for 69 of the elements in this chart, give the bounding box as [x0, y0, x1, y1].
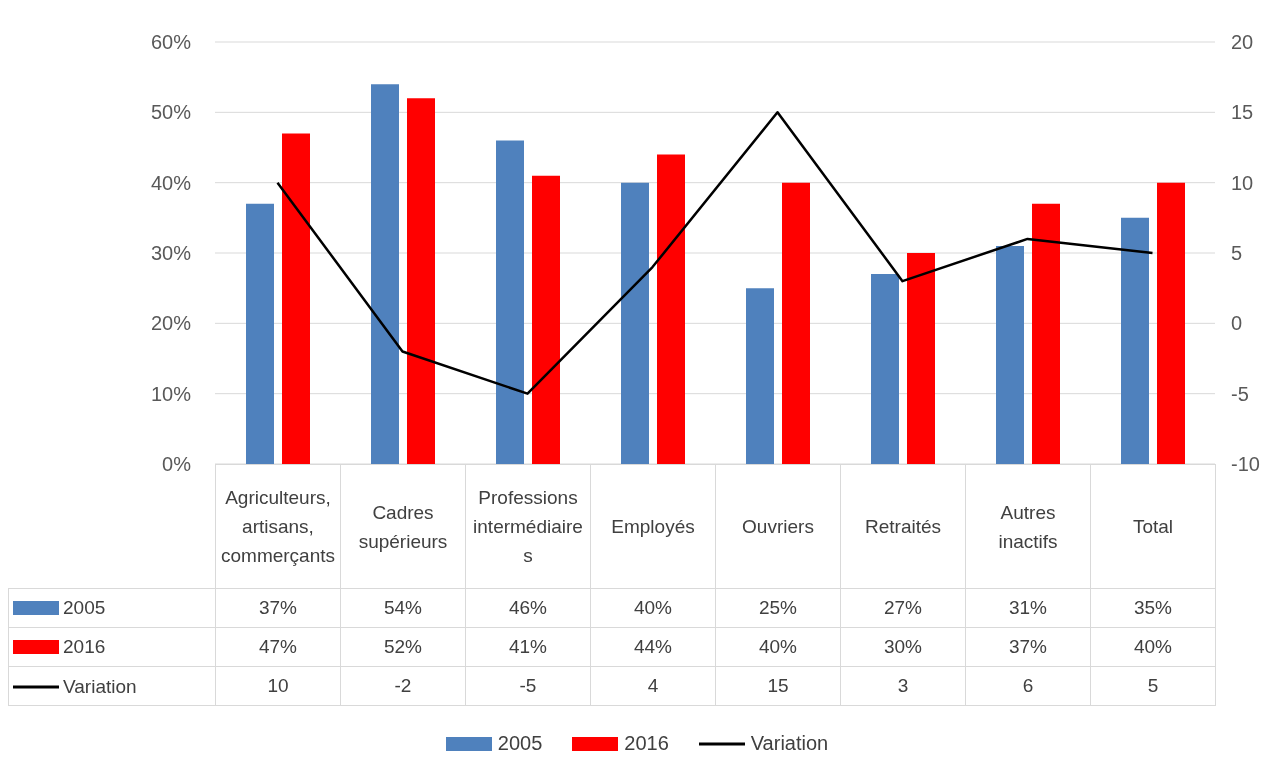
y-tick-label: 10%: [150, 382, 192, 405]
data-label: 30%: [840, 627, 966, 667]
data-label: 6: [965, 666, 1091, 706]
bar: [871, 274, 899, 464]
data-label: 35%: [1090, 588, 1216, 628]
x-tick-label: Retraités: [840, 464, 966, 589]
text: 2005: [497, 732, 543, 754]
data-label: 54%: [340, 588, 466, 628]
y-tick-label: 20%: [150, 312, 192, 335]
y-tick-label: 40%: [150, 171, 192, 194]
data-label: 31%: [965, 588, 1091, 628]
data-label: 4: [590, 666, 716, 706]
bar: [407, 98, 435, 464]
x-tick-label: Employés: [590, 464, 716, 589]
bar: [496, 140, 524, 464]
x-tick-label: Total: [1090, 464, 1216, 589]
y2-tick-label: 5: [1231, 242, 1243, 265]
data-label: 37%: [965, 627, 1091, 667]
bar: [782, 182, 810, 464]
text: 2016: [624, 732, 669, 754]
bar: [907, 253, 935, 464]
data-label: 47%: [215, 627, 341, 667]
data-label: 37%: [215, 588, 341, 628]
data-label: 27%: [840, 588, 966, 628]
y2-tick-label: -5: [1231, 382, 1249, 405]
y-tick-label: 30%: [150, 242, 192, 265]
text: Variation: [750, 732, 829, 754]
data-label: 46%: [465, 588, 591, 628]
data-label: 10: [215, 666, 341, 706]
data-label: 25%: [715, 588, 841, 628]
data-label: -5: [465, 666, 591, 706]
y-tick-label: 60%: [150, 31, 192, 54]
bar: [657, 154, 685, 464]
x-tick-label: Ouvriers: [715, 464, 841, 589]
x-tick-label: Agriculteurs, artisans, commerçants: [215, 464, 341, 589]
data-label: 41%: [465, 627, 591, 667]
y2-tick-label: -10: [1231, 453, 1260, 476]
x-tick-label: Professions intermédiaires: [465, 464, 591, 589]
data-label: 5: [1090, 666, 1216, 706]
y2-tick-label: 15: [1231, 101, 1254, 124]
bar: [1157, 182, 1185, 464]
x-tick-label: Cadres supérieurs: [340, 464, 466, 589]
bar: [1121, 217, 1149, 464]
legend-label: 2016: [63, 635, 106, 658]
data-label: -2: [340, 666, 466, 706]
data-label: 52%: [340, 627, 466, 667]
legend-label: 2005: [63, 596, 106, 619]
bar: [621, 182, 649, 464]
data-label: 40%: [590, 588, 716, 628]
y2-tick-label: 10: [1231, 171, 1254, 194]
y-tick-label: 0%: [162, 453, 192, 476]
bar: [532, 175, 560, 464]
data-label: 44%: [590, 627, 716, 667]
bar: [996, 245, 1024, 464]
y2-tick-label: 20: [1231, 31, 1254, 54]
x-tick-label: Autres inactifs: [965, 464, 1091, 589]
bar: [746, 288, 774, 464]
legend-label: Variation: [63, 675, 137, 698]
data-label: 40%: [1090, 627, 1216, 667]
bar: [371, 84, 399, 464]
data-label: 40%: [715, 627, 841, 667]
bar: [1032, 203, 1060, 464]
data-label: 15: [715, 666, 841, 706]
bar: [282, 133, 310, 464]
bar: [246, 203, 274, 464]
y-tick-label: 50%: [150, 101, 192, 124]
data-label: 3: [840, 666, 966, 706]
y2-tick-label: 0: [1231, 312, 1243, 335]
line-series: [276, 111, 1154, 395]
